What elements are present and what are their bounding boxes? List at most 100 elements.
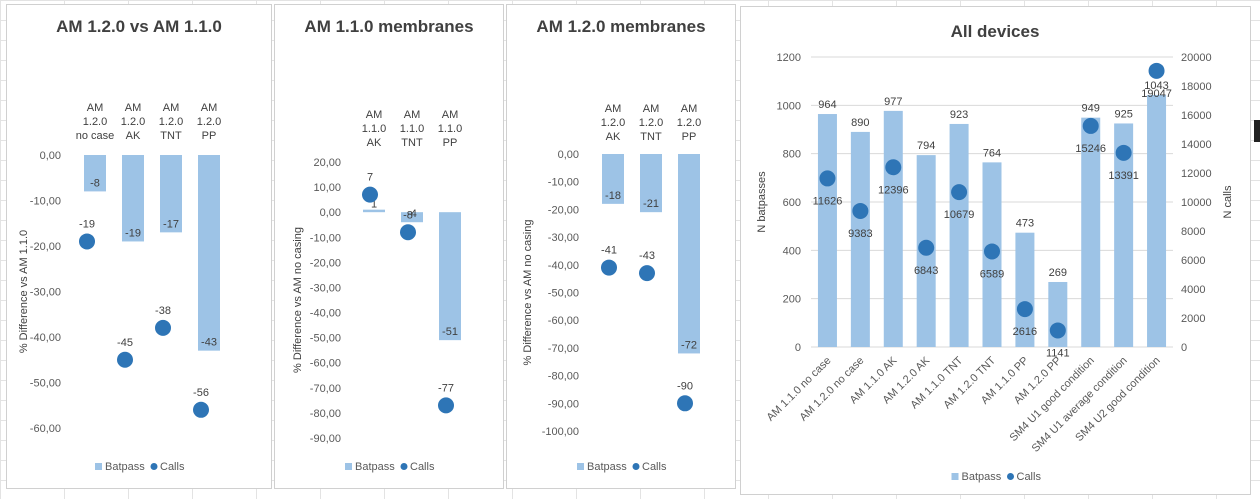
dot-calls	[400, 224, 416, 241]
bar-batpass	[1015, 232, 1035, 347]
data-label-calls: 6843	[914, 265, 938, 277]
legend-batpass-swatch	[95, 463, 102, 470]
y-tick-label: -50,00	[548, 288, 579, 300]
chart-panel-4[interactable]: All devices 0 200 400 600 800 1000 1200 0 2000 400…	[740, 6, 1251, 495]
legend-calls-swatch	[1007, 473, 1014, 480]
category-label: AM	[125, 102, 142, 114]
y-tick-label: 10,00	[313, 182, 341, 194]
legend-calls-label: Calls	[410, 461, 435, 473]
bar-batpass	[949, 123, 969, 347]
data-label-batpass: 269	[1049, 267, 1067, 279]
category-label: AM	[681, 103, 698, 115]
chart-am120-membranes: AM 1.2.0 membranes 0,00 -10,00 -20,00 -30,00…	[522, 17, 706, 473]
data-label-calls: -38	[155, 305, 171, 317]
chart-panel-2[interactable]: AM 1.1.0 membranes 20,00 10,00 0,00 -10,00 -2…	[274, 4, 504, 489]
y2-tick-label: 16000	[1181, 110, 1212, 122]
dot-calls	[601, 259, 617, 276]
chart-title: AM 1.2.0 membranes	[536, 17, 705, 36]
data-label-calls: 1141	[1046, 347, 1070, 359]
data-label-calls: 11626	[813, 195, 843, 207]
data-label-calls: 19047	[1141, 88, 1172, 100]
legend-batpass-label: Batpass	[355, 461, 395, 473]
category-label: AM	[163, 102, 180, 114]
data-label-calls: -90	[677, 380, 693, 392]
legend-calls-label: Calls	[642, 461, 667, 473]
y2-tick-label: 14000	[1181, 139, 1212, 151]
chart-panel-1[interactable]: AM 1.2.0 vs AM 1.1.0 0,00 -10,00 -20,00 -30,…	[6, 4, 272, 489]
legend-batpass-label: Batpass	[587, 461, 627, 473]
dot-calls	[117, 351, 133, 368]
data-label-batpass: -18	[605, 190, 621, 202]
chart-panel-3[interactable]: AM 1.2.0 membranes 0,00 -10,00 -20,00 -30,00…	[506, 4, 736, 489]
y-tick-label: -100,00	[542, 426, 579, 438]
dot-calls	[1148, 62, 1165, 79]
data-label-calls: 10679	[944, 209, 975, 221]
data-label-batpass: 890	[851, 117, 869, 129]
bar-batpass	[817, 114, 837, 348]
data-label-calls: -43	[639, 250, 655, 262]
y-tick-label: -30,00	[30, 287, 61, 299]
chart-am110-membranes: AM 1.1.0 membranes 20,00 10,00 0,00 -10,00 -2…	[292, 17, 474, 473]
category-label: 1.2.0	[677, 117, 701, 129]
y-tick-label: -50,00	[30, 378, 61, 390]
dot-calls	[1016, 301, 1033, 318]
dot-calls	[984, 243, 1000, 260]
data-label-batpass: -8	[90, 177, 100, 189]
data-label-batpass: 1043	[1144, 80, 1168, 92]
y-tick-label: -30,00	[548, 232, 579, 244]
category-label: 1.2.0	[121, 116, 145, 128]
chart-title: AM 1.2.0 vs AM 1.1.0	[56, 17, 222, 36]
chart-all-devices: All devices02004006008001000120002000400…	[756, 22, 1234, 483]
y-tick-label: -60,00	[30, 423, 61, 435]
y-tick-label: 600	[783, 197, 801, 209]
legend-calls-label: Calls	[160, 461, 185, 473]
y2-tick-label: 8000	[1181, 226, 1205, 238]
category-label: AM	[442, 109, 459, 121]
y2-tick-label: 20000	[1181, 52, 1212, 64]
bar-batpass	[401, 212, 423, 223]
category-label: AM	[366, 109, 383, 121]
legend-batpass-label: Batpass	[105, 461, 145, 473]
bar-batpass	[1147, 94, 1167, 347]
y2-tick-label: 2000	[1181, 313, 1205, 325]
category-label: AM	[404, 109, 421, 121]
y-tick-label: -40,00	[310, 308, 341, 320]
y-tick-label: -20,00	[548, 204, 579, 216]
bar-batpass	[883, 110, 903, 348]
y2-tick-label: 10000	[1181, 197, 1212, 209]
y2-tick-label: 0	[1181, 342, 1187, 354]
y-tick-label: -80,00	[310, 408, 341, 420]
y-tick-label: -90,00	[548, 398, 579, 410]
dot-calls	[918, 239, 935, 256]
y-tick-label: 0,00	[558, 149, 579, 161]
category-label: 1.2.0	[159, 116, 183, 128]
data-label-batpass: 1	[371, 199, 377, 211]
data-label-batpass: -17	[163, 218, 179, 230]
data-label-batpass: 925	[1114, 108, 1132, 120]
y-tick-label: 0,00	[40, 150, 61, 162]
y2-axis-title: N calls	[1222, 185, 1234, 219]
bar-batpass	[160, 155, 182, 233]
y-axis-title: % Difference vs AM no casing	[522, 220, 534, 366]
data-label-batpass: 794	[917, 140, 935, 152]
chart-am120-vs-am110: AM 1.2.0 vs AM 1.1.0 0,00 -10,00 -20,00 -30,…	[18, 17, 222, 473]
y-tick-label: -30,00	[310, 282, 341, 294]
y-tick-label: -40,00	[30, 332, 61, 344]
y2-tick-label: 18000	[1181, 81, 1212, 93]
category-label: AK	[367, 137, 382, 149]
data-label-batpass: 977	[884, 96, 902, 108]
category-label: AM	[201, 102, 218, 114]
y-tick-label: 800	[783, 149, 801, 161]
data-label-calls: -8	[403, 209, 413, 221]
dot-calls	[1049, 322, 1066, 339]
category-label: TNT	[401, 137, 423, 149]
data-label-calls: -56	[193, 387, 209, 399]
bar-batpass	[84, 155, 106, 192]
data-label-calls: 13391	[1108, 170, 1139, 182]
y-tick-label: -10,00	[30, 196, 61, 208]
data-label-batpass: -4	[407, 208, 417, 220]
category-label: PP	[682, 131, 697, 143]
category-label: 1.2.0	[197, 116, 221, 128]
data-label-calls: -19	[79, 218, 95, 230]
dot-calls	[852, 202, 869, 219]
